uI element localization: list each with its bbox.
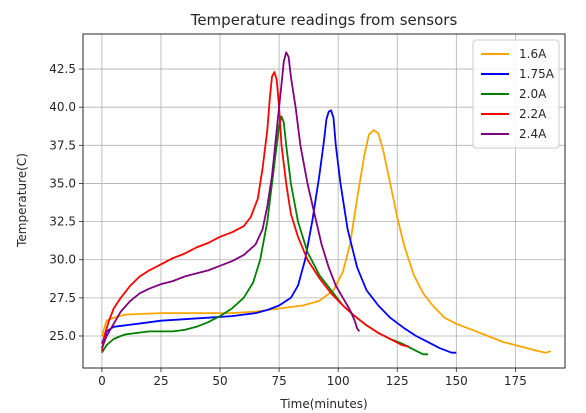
chart-title: Temperature readings from sensors (190, 11, 458, 29)
y-tick-label: 35.0 (49, 176, 76, 190)
x-axis-label: Time(minutes) (279, 397, 367, 411)
series-line-2.4A (101, 51, 361, 349)
legend-label: 1.75A (519, 67, 555, 81)
x-tick-label: 0 (98, 374, 106, 388)
y-axis-label: Temperature(C) (15, 153, 29, 248)
legend-label: 1.6A (519, 47, 547, 61)
y-tick-label: 40.0 (49, 100, 76, 114)
series-line-2.2A (101, 71, 410, 352)
x-tick-label: 25 (153, 374, 168, 388)
legend-label: 2.4A (519, 127, 547, 141)
x-tick-label: 150 (445, 374, 468, 388)
legend-box (472, 39, 560, 149)
y-tick-label: 27.5 (49, 291, 76, 305)
series-line-1.75A (101, 109, 457, 354)
x-tick-label: 125 (386, 374, 409, 388)
legend: 1.6A 1.75A 2.0A 2.2A 2.4A (472, 39, 560, 149)
y-axis-ticks: 25.0 27.5 30.0 32.5 35.0 37.5 40.0 42.5 (49, 62, 83, 343)
x-tick-label: 175 (504, 374, 527, 388)
y-tick-label: 30.0 (49, 253, 76, 267)
x-tick-label: 75 (271, 374, 286, 388)
y-tick-label: 37.5 (49, 138, 76, 152)
y-tick-label: 42.5 (49, 62, 76, 76)
y-tick-label: 25.0 (49, 329, 76, 343)
x-axis-ticks: 0 25 50 75 100 125 150 175 (98, 368, 527, 388)
x-tick-label: 100 (327, 374, 350, 388)
legend-label: 2.0A (519, 87, 547, 101)
series-lines (101, 51, 552, 356)
series-line-1.6A (101, 129, 552, 354)
legend-label: 2.2A (519, 107, 547, 121)
x-tick-label: 50 (212, 374, 227, 388)
plot-area-frame (82, 33, 566, 369)
y-tick-label: 32.5 (49, 215, 76, 229)
